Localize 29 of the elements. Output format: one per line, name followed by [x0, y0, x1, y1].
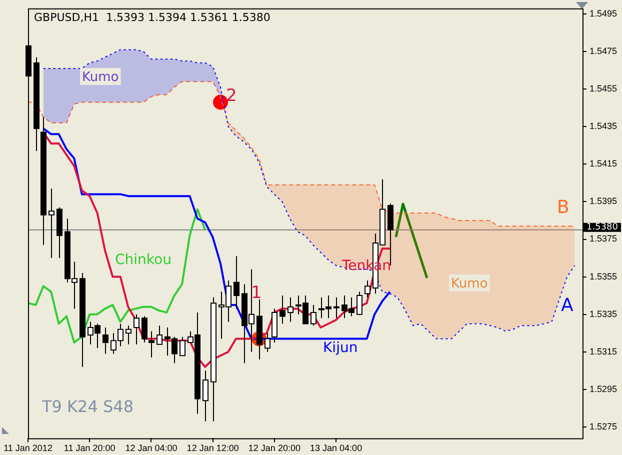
y-tick-label: 1.5355 [589, 271, 618, 282]
y-tick-label: 1.5455 [589, 84, 618, 94]
x-tick-label: 12 Jan 12:00 [186, 443, 239, 454]
y-tick-label: 1.5275 [589, 421, 618, 432]
x-tick-label: 12 Jan 20:00 [248, 443, 300, 454]
x-tick-label: 12 Jan 04:00 [125, 443, 178, 454]
series-label: Chinkou [115, 252, 172, 268]
annotation: Kumo [82, 70, 119, 85]
series-label: Kijun [323, 340, 358, 356]
x-tick-label: 11 Jan 20:00 [64, 443, 116, 454]
chart-title: GBPUSD,H1 1.5393 1.5394 1.5361 1.5380 [34, 10, 270, 24]
y-tick-label: 1.5415 [589, 158, 618, 169]
y-tick-label: 1.5335 [589, 308, 618, 319]
series-label: A [561, 295, 574, 316]
y-tick-label: 1.5435 [589, 121, 618, 132]
annotation: Kumo [451, 276, 488, 292]
y-tick-label: 1.5475 [589, 46, 618, 56]
x-tick-label: 11 Jan 2012 [4, 443, 52, 454]
annotation: 1 [251, 283, 262, 303]
series-label: B [557, 197, 570, 218]
y-tick-label: 1.5395 [589, 196, 618, 206]
ref-line-label: 1.5380 [586, 222, 618, 233]
annotation: 2 [226, 86, 237, 106]
y-tick-label: 1.5315 [589, 346, 618, 356]
y-tick-label: 1.5295 [589, 384, 618, 394]
y-tick-label: 1.5375 [589, 234, 618, 244]
y-tick-label: 1.5495 [589, 8, 618, 19]
x-tick-label: 13 Jan 04:00 [310, 443, 362, 454]
annotation: T9 K24 S48 [41, 397, 134, 416]
